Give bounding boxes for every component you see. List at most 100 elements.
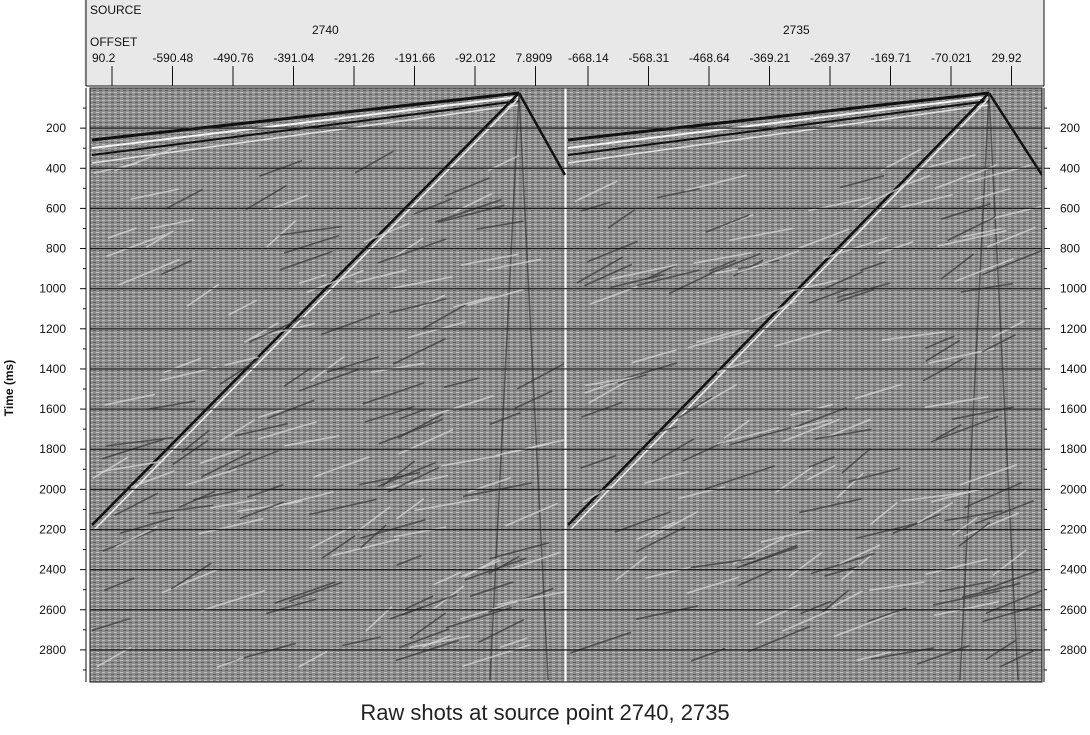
left-tick-label-2600: 2600: [39, 603, 66, 617]
offset-label-1-2: -468.64: [689, 51, 730, 65]
reflection-streak: [859, 260, 886, 272]
reflection-streak: [961, 582, 1021, 599]
reflection-streak: [104, 393, 156, 406]
reflection-streak: [460, 253, 519, 266]
reflection-streak: [117, 258, 180, 286]
reflection-streak: [797, 228, 850, 250]
reflection-streak: [114, 146, 178, 172]
reflection-streak: [91, 617, 131, 632]
reflection-streak: [940, 253, 975, 280]
reflection-streak: [687, 557, 756, 569]
reflection-streak: [164, 188, 203, 210]
reflection-streak: [489, 411, 521, 426]
reflection-streak: [355, 269, 408, 284]
reflection-streak: [800, 600, 832, 615]
reflection-streak: [878, 241, 914, 255]
reflection-streak: [279, 250, 333, 271]
reflection-streak: [199, 448, 242, 465]
reflection-streak: [677, 485, 726, 500]
reflection-streak: [119, 516, 175, 535]
reflection-streak: [833, 611, 897, 638]
reflection-streak: [975, 500, 1035, 525]
reflection-streak: [794, 406, 847, 428]
reflection-streak: [354, 150, 394, 174]
reflection-streak: [992, 549, 1027, 577]
reflection-streak: [951, 516, 978, 536]
reflection-streak: [609, 263, 678, 281]
left-tick-label-1200: 1200: [39, 322, 66, 336]
reflection-streak: [210, 499, 257, 509]
right-tick-label-800: 800: [1060, 242, 1080, 256]
reflection-streak: [636, 605, 699, 620]
left-tick-label-2800: 2800: [39, 643, 66, 657]
reflection-streak: [161, 569, 218, 594]
reflection-streak: [831, 590, 863, 608]
reflection-streak: [453, 296, 493, 308]
reflection-streak: [824, 565, 859, 577]
reflection-streak: [987, 226, 1036, 248]
left-tick-label-2000: 2000: [39, 482, 66, 496]
reflection-streak: [962, 227, 1002, 238]
offset-label-0-6: -92.012: [455, 51, 496, 65]
shot-panel-2740: [90, 88, 565, 682]
reflection-streak: [421, 304, 466, 330]
offset-labels: 90.2 -590.48 -490.76 -391.04 -291.26 -191.66 -…: [92, 51, 1022, 86]
reflection-streak: [964, 481, 1023, 509]
reflection-streak: [341, 636, 382, 647]
reflection-streak: [705, 214, 750, 233]
reflection-streak: [106, 436, 174, 447]
reflection-streak: [737, 569, 773, 587]
reflection-streak: [959, 464, 1018, 486]
reflection-streak: [220, 419, 256, 442]
reflection-streak: [869, 501, 899, 526]
reflection-streak: [92, 456, 129, 480]
reflection-streak: [836, 288, 875, 303]
reflection-streak: [266, 220, 296, 248]
reflection-streak: [922, 358, 964, 382]
reflection-streak: [362, 382, 425, 405]
left-tick-label-1600: 1600: [39, 402, 66, 416]
reflection-streak: [900, 174, 931, 188]
reflection-streak: [856, 651, 891, 662]
reflection-streak: [636, 269, 700, 287]
left-axis-ticks: 200 400 600 800 1000 1200 1400 1600 1800 2000 2200…: [39, 107, 86, 671]
reflection-streak: [930, 415, 999, 443]
right-tick-label-2200: 2200: [1060, 522, 1087, 536]
reflection-streak: [216, 656, 244, 669]
reflection-streak: [645, 264, 677, 281]
reflection-streak: [386, 474, 449, 489]
reflection-streak: [708, 252, 761, 275]
reflection-texture: [91, 146, 1042, 669]
reflection-streak: [228, 299, 258, 316]
reflection-streak: [378, 418, 443, 445]
reflection-streak: [697, 383, 738, 408]
offset-label-1-5: -169.71: [871, 51, 912, 65]
reflection-streak: [413, 197, 453, 215]
reflection-streak: [582, 485, 612, 503]
reflection-streak: [107, 227, 137, 239]
reflection-streak: [170, 562, 212, 590]
reflection-streak: [682, 440, 727, 462]
reflection-streak: [631, 349, 677, 364]
reflection-streak: [496, 591, 565, 606]
reflection-streak: [924, 335, 955, 349]
reflection-streak: [855, 522, 919, 540]
reflection-streak: [422, 634, 451, 648]
reflection-streak: [172, 439, 209, 466]
reflection-streak: [736, 546, 798, 569]
reflection-streak: [414, 498, 479, 512]
left-tick-label-1800: 1800: [39, 442, 66, 456]
reflection-streak: [782, 418, 840, 443]
reflection-streak: [944, 510, 1003, 522]
reflection-streak: [925, 558, 988, 575]
reflection-streak: [398, 408, 426, 420]
reflection-streak: [808, 456, 835, 468]
reflection-streak: [486, 258, 542, 271]
reflection-streak: [308, 498, 377, 516]
left-tick-label-200: 200: [46, 121, 66, 135]
reflection-streak: [810, 552, 875, 575]
reflection-streak: [751, 300, 797, 323]
reflection-streak: [265, 598, 317, 615]
reflection-streak: [760, 528, 816, 543]
